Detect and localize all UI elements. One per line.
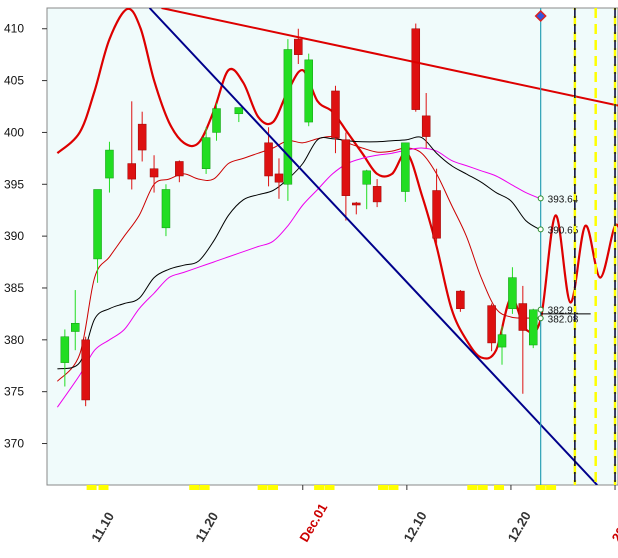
value-dot (537, 315, 544, 322)
candle-up (212, 108, 221, 133)
x-tick-label: 11.10 (88, 509, 117, 544)
axis-marker (378, 485, 389, 490)
candle-up (161, 189, 171, 229)
axis-marker (86, 485, 97, 490)
axis-marker (324, 485, 335, 490)
blue-trendline (148, 8, 598, 485)
candle-down (352, 202, 361, 206)
candle-down (372, 186, 382, 203)
candle-down (149, 168, 159, 178)
value-label: 382.08 (548, 314, 579, 325)
y-tick-label: 380 (4, 333, 24, 347)
candle-up (401, 142, 410, 192)
axis-marker (535, 485, 546, 490)
x-tick-label: 2023 (609, 512, 618, 545)
candle-up (497, 334, 507, 348)
x-tick-label: 12.20 (505, 509, 534, 545)
cursor-diamond (534, 9, 547, 23)
red-trendline (161, 8, 618, 107)
candle-down (411, 28, 421, 110)
y-tick-label: 370 (4, 437, 24, 451)
x-tick-label: 11.20 (192, 509, 221, 544)
candle-down (518, 303, 528, 331)
black-curve (57, 136, 541, 370)
value-label: 390.65 (548, 225, 579, 236)
red-thin-curve (57, 135, 541, 382)
axis-marker (98, 485, 109, 490)
candle-down (341, 139, 351, 196)
value-dot (537, 226, 544, 233)
candle-down (294, 38, 303, 55)
axis-marker (388, 485, 399, 490)
axis-marker (467, 485, 478, 490)
axis-marker (494, 485, 505, 490)
pink-curve (56, 147, 541, 408)
candle-up (60, 336, 70, 363)
candle-up (234, 107, 244, 115)
candle-down (421, 115, 431, 137)
candle-up (508, 277, 517, 309)
candle-down (175, 161, 184, 177)
candle-down (487, 305, 496, 344)
value-dot (537, 195, 544, 202)
candle-down (274, 173, 284, 183)
axis-marker (199, 485, 210, 490)
y-tick-label: 410 (4, 22, 24, 36)
candle-up (304, 59, 313, 123)
y-tick-label: 395 (4, 177, 24, 191)
plot-area (46, 7, 618, 486)
candle-down (456, 290, 465, 309)
axis-marker (314, 485, 325, 490)
axis-marker (257, 485, 268, 490)
candle-down (127, 163, 137, 180)
candle-up (201, 137, 211, 169)
candle-down (331, 90, 340, 138)
value-label: 393.64 (548, 194, 579, 205)
y-tick-label: 375 (4, 385, 24, 399)
x-tick-label: 12.10 (400, 509, 429, 545)
candle-up (93, 189, 102, 260)
candle-down (137, 123, 147, 151)
axis-marker (189, 485, 200, 490)
y-tick-label: 405 (4, 74, 24, 88)
value-label: 382.91 (548, 306, 579, 317)
axis-marker (546, 485, 557, 490)
y-tick-label: 400 (4, 125, 24, 139)
candle-up (362, 170, 371, 185)
candle-down (264, 142, 273, 177)
axis-marker (477, 485, 488, 490)
value-dot (537, 306, 544, 313)
y-tick-label: 390 (4, 229, 24, 243)
candle-up (105, 149, 114, 179)
candle-up (71, 322, 80, 332)
axis-marker (268, 485, 279, 490)
y-tick-label: 385 (4, 281, 24, 295)
candle-up (528, 309, 538, 346)
x-tick-label: Dec.01 (296, 501, 330, 545)
candle-down (81, 339, 90, 401)
candle-up (283, 49, 293, 185)
candle-down (432, 190, 441, 239)
